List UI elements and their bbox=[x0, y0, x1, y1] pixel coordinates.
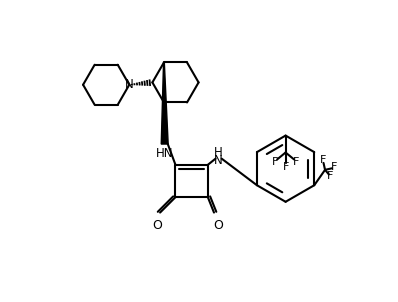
Text: HN: HN bbox=[156, 147, 174, 160]
Text: N: N bbox=[125, 78, 134, 91]
Text: F: F bbox=[293, 157, 300, 167]
Text: O: O bbox=[213, 219, 223, 232]
Text: N: N bbox=[214, 154, 223, 167]
Text: F: F bbox=[283, 162, 289, 172]
Text: F: F bbox=[320, 155, 326, 165]
Text: H: H bbox=[214, 146, 223, 159]
Text: F: F bbox=[271, 157, 278, 167]
Text: F: F bbox=[327, 171, 334, 181]
Polygon shape bbox=[161, 63, 168, 144]
Text: O: O bbox=[152, 219, 162, 232]
Text: F: F bbox=[331, 162, 338, 172]
